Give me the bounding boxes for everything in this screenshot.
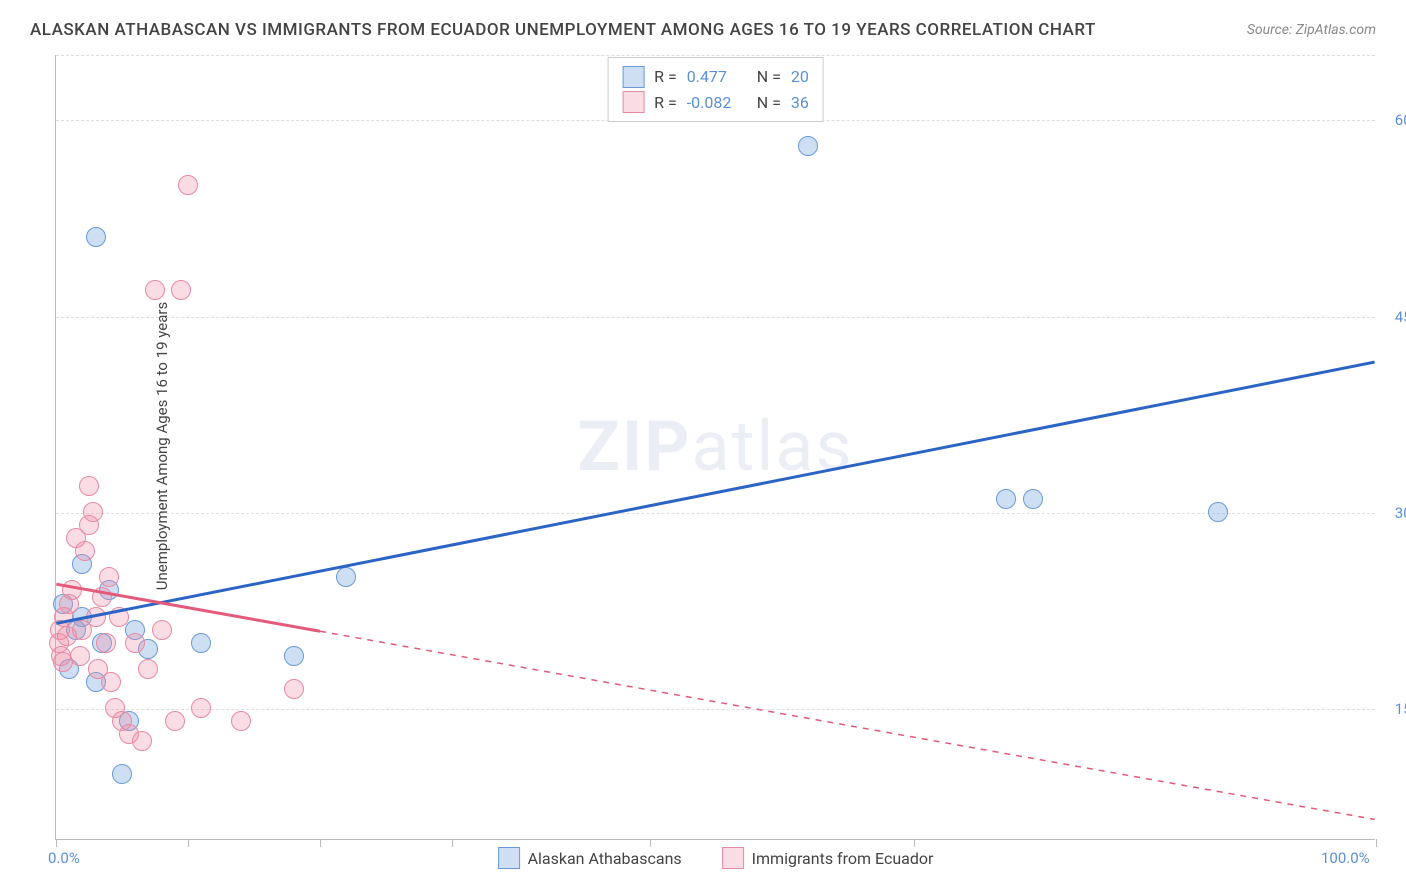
- series-name-blue: Alaskan Athabascans: [528, 849, 682, 868]
- data-point: [83, 502, 103, 522]
- swatch-blue: [498, 847, 520, 869]
- x-tick: [914, 839, 915, 847]
- x-tick-label: 0.0%: [48, 849, 80, 867]
- data-point: [62, 580, 82, 600]
- n-label: N =: [757, 64, 781, 90]
- legend-row-blue: R = 0.477 N = 20: [622, 64, 809, 90]
- data-point: [1023, 489, 1043, 509]
- data-point: [152, 620, 172, 640]
- data-point: [191, 698, 211, 718]
- legend-item-blue: Alaskan Athabascans: [498, 847, 682, 869]
- chart-area: ZIPatlas 15.0%30.0%45.0%60.0% 0.0%100.0%…: [55, 55, 1375, 840]
- n-value-blue: 20: [791, 64, 809, 90]
- data-point: [86, 227, 106, 247]
- correlation-legend: R = 0.477 N = 20 R = -0.082 N = 36: [607, 57, 824, 122]
- y-tick-label: 15.0%: [1395, 700, 1406, 718]
- data-point: [191, 633, 211, 653]
- x-tick: [452, 839, 453, 847]
- x-tick: [56, 839, 57, 847]
- y-tick-label: 45.0%: [1395, 308, 1406, 326]
- data-point: [101, 672, 121, 692]
- data-point: [92, 587, 112, 607]
- x-tick-label: 100.0%: [1321, 849, 1370, 867]
- n-value-pink: 36: [791, 90, 809, 116]
- x-tick: [188, 839, 189, 847]
- data-point: [109, 607, 129, 627]
- series-name-pink: Immigrants from Ecuador: [752, 849, 934, 868]
- trend-lines: [56, 55, 1375, 839]
- data-point: [284, 679, 304, 699]
- data-point: [99, 567, 119, 587]
- chart-title: ALASKAN ATHABASCAN VS IMMIGRANTS FROM EC…: [30, 20, 1096, 40]
- x-tick: [1376, 839, 1377, 847]
- x-tick: [650, 839, 651, 847]
- source-label: Source: ZipAtlas.com: [1247, 22, 1376, 38]
- gridline: [56, 317, 1375, 318]
- r-value-pink: -0.082: [687, 90, 747, 116]
- swatch-pink: [622, 91, 644, 113]
- data-point: [138, 659, 158, 679]
- data-point: [125, 633, 145, 653]
- legend-item-pink: Immigrants from Ecuador: [722, 847, 934, 869]
- gridline: [56, 513, 1375, 514]
- r-value-blue: 0.477: [687, 64, 747, 90]
- data-point: [79, 476, 99, 496]
- data-point: [165, 711, 185, 731]
- data-point: [132, 731, 152, 751]
- watermark-bold: ZIP: [577, 406, 691, 488]
- data-point: [145, 280, 165, 300]
- r-label: R =: [654, 90, 677, 116]
- legend-row-pink: R = -0.082 N = 36: [622, 90, 809, 116]
- data-point: [798, 136, 818, 156]
- data-point: [96, 633, 116, 653]
- watermark-light: atlas: [691, 406, 853, 488]
- gridline: [56, 709, 1375, 710]
- trend-line-solid: [56, 362, 1374, 623]
- n-label: N =: [757, 90, 781, 116]
- data-point: [70, 646, 90, 666]
- swatch-pink: [722, 847, 744, 869]
- y-tick-label: 60.0%: [1395, 111, 1406, 129]
- data-point: [178, 175, 198, 195]
- data-point: [996, 489, 1016, 509]
- data-point: [75, 541, 95, 561]
- x-tick: [320, 839, 321, 847]
- data-point: [112, 764, 132, 784]
- data-point: [284, 646, 304, 666]
- watermark: ZIPatlas: [577, 406, 853, 488]
- data-point: [231, 711, 251, 731]
- x-axis-legend: Alaskan Athabascans Immigrants from Ecua…: [498, 847, 934, 869]
- gridline: [56, 55, 1375, 56]
- data-point: [336, 567, 356, 587]
- swatch-blue: [622, 66, 644, 88]
- data-point: [171, 280, 191, 300]
- y-tick-label: 30.0%: [1395, 504, 1406, 522]
- data-point: [86, 607, 106, 627]
- data-point: [1208, 502, 1228, 522]
- trend-line-dashed: [320, 631, 1375, 819]
- r-label: R =: [654, 64, 677, 90]
